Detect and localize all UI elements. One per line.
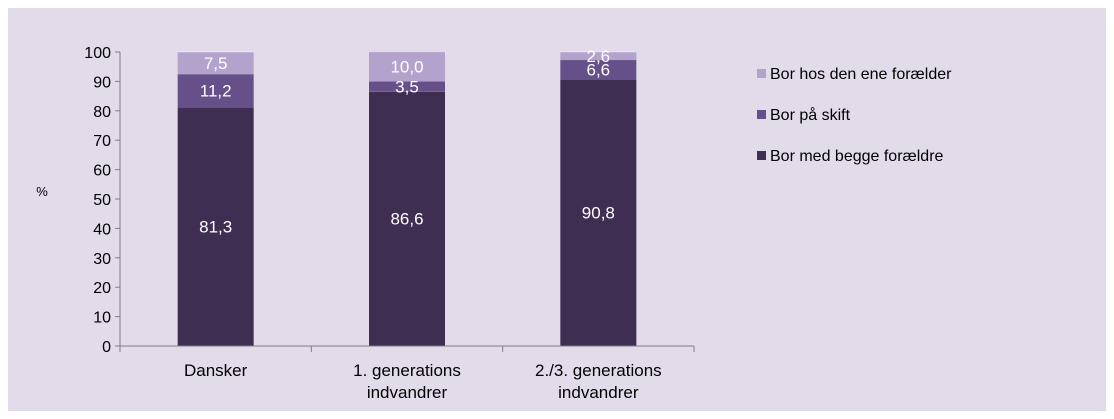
y-tick-label: 0 (102, 339, 111, 356)
bar-segment (369, 51, 445, 82)
data-label: 6,6 (587, 60, 611, 79)
chart: % 0 10 20 30 40 50 60 70 80 90 100 81,3 11,2 7,5 86,6… (8, 8, 1106, 411)
data-label: 81,3 (199, 217, 232, 236)
x-tick-label-line: Dansker (184, 361, 248, 380)
data-label: 10,0 (390, 57, 423, 76)
x-tick-label: 2./3. generations indvandrer (535, 361, 662, 402)
bar-segment (369, 91, 445, 347)
bar-segment (177, 106, 254, 346)
y-tick-label: 50 (93, 192, 111, 209)
data-label: 7,5 (204, 54, 228, 73)
legend-label: Bor hos den ene forælder (770, 66, 952, 83)
y-tick-label: 20 (93, 280, 111, 297)
bar-segment (560, 52, 637, 60)
data-label: 11,2 (200, 82, 232, 101)
bar-segment (560, 79, 637, 346)
bar-segment (369, 81, 445, 92)
y-tick-label: 40 (93, 221, 111, 238)
bar-stacks: 81,3 11,2 7,5 86,6 3,510,0 90,8 6,62,6 (177, 47, 637, 347)
y-axis: 0 10 20 30 40 50 60 70 80 90 100 (84, 45, 121, 356)
y-tick-label: 70 (93, 133, 111, 150)
legend-label: Bor på skift (770, 106, 851, 124)
x-tick-label-line: 1. generations (353, 361, 461, 380)
legend-swatch (757, 110, 766, 119)
bar-segment (177, 52, 254, 75)
x-tick-label-line: indvandrer (367, 383, 448, 402)
y-axis-label: % (36, 184, 48, 199)
y-tick-label: 90 (93, 74, 111, 91)
x-tick-label-line: indvandrer (558, 383, 639, 402)
legend-swatch (757, 151, 766, 160)
x-tick-label: 1. generations indvandrer (353, 361, 461, 402)
data-label: 3,5 (395, 77, 419, 96)
bar-segment (560, 59, 637, 80)
x-tick-label: Dansker (184, 361, 248, 380)
y-tick-label: 10 (93, 310, 111, 327)
legend-swatch (757, 69, 766, 78)
legend: Bor hos den ene forælder Bor på skift Bor … (757, 66, 952, 165)
data-label: 90,8 (582, 204, 615, 223)
data-label: 86,6 (390, 210, 423, 229)
y-tick-label: 60 (93, 163, 111, 180)
bar-segment (177, 74, 254, 107)
data-label: 2,6 (587, 47, 611, 66)
y-tick-label: 80 (93, 104, 111, 121)
y-tick-label: 100 (84, 45, 111, 62)
y-tick-label: 30 (93, 251, 111, 268)
legend-label: Bor med begge forældre (770, 148, 944, 165)
x-tick-label-line: 2./3. generations (535, 361, 662, 380)
